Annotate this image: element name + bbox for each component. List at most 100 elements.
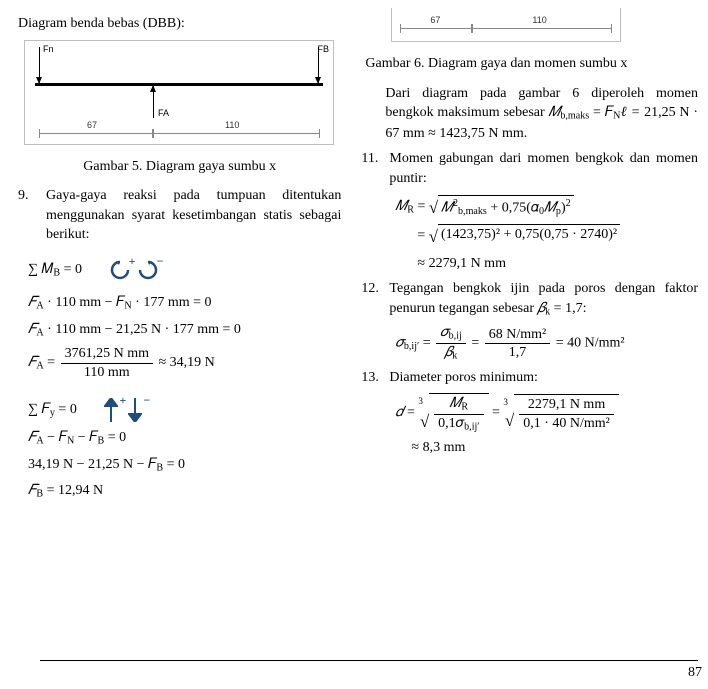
t: · 177 mm = 0 xyxy=(132,295,212,310)
t: 68 N/mm² xyxy=(485,327,550,344)
footer-rule xyxy=(40,660,698,661)
eq-sigma: 𝜎b,ij′ = 𝜎b,ij 𝛽k = 68 N/mm² 1,7 = 40 N/… xyxy=(395,325,698,361)
t: b,ij xyxy=(449,331,462,342)
eq-mr-line3: ≈ 2279,1 N mm xyxy=(417,254,698,274)
dim2-left xyxy=(400,28,472,29)
eq-fy-line1: 𝐹A − 𝐹N − 𝐹B = 0 xyxy=(28,428,341,449)
t: 𝑀 xyxy=(441,200,453,215)
t: = 40 N/mm² xyxy=(552,336,624,351)
t: = 0 xyxy=(163,457,185,472)
eq-fa-line2: 𝐹A · 110 mm − 21,25 N · 177 mm = 0 xyxy=(28,320,341,341)
t: 𝛽 xyxy=(538,301,546,316)
eq-sum-mb: ∑ 𝑀B = 0 + − xyxy=(28,259,341,281)
t: R xyxy=(407,204,414,215)
item-11-num: 11. xyxy=(361,149,383,188)
t: k xyxy=(452,351,457,362)
fa-fraction: 3761,25 N mm 110 mm xyxy=(61,346,153,380)
rotation-arrows: + − xyxy=(109,259,159,281)
fbd-caption: Gambar 5. Diagram gaya sumbu x xyxy=(18,157,341,177)
t: − 𝐹 xyxy=(44,430,67,445)
arrow-down-icon: − xyxy=(128,398,142,422)
item-12-text: Tegangan bengkok ijin pada poros dengan … xyxy=(389,279,698,319)
beam xyxy=(35,83,323,86)
t: A xyxy=(36,436,43,447)
t: 3 xyxy=(418,395,423,408)
t: = 0 xyxy=(55,402,77,417)
t: 0,1 · 40 N/mm² xyxy=(519,415,614,431)
item-13-num: 13. xyxy=(361,368,383,388)
t: 𝑀 xyxy=(395,199,407,214)
force-fa xyxy=(153,86,154,118)
t: A xyxy=(36,300,43,311)
dim2-left-label: 67 xyxy=(430,14,440,27)
eq-diameter-approx: ≈ 8,3 mm xyxy=(411,438,698,458)
t: = 12,94 N xyxy=(43,483,103,498)
eq-mr-line2: = √(1423,75)² + 0,75(0,75 · 2740)² xyxy=(417,224,698,248)
fbd2-diagram: 67 110 xyxy=(391,8,621,42)
t: − 𝐹 xyxy=(74,430,97,445)
t: 1,7 xyxy=(485,344,550,360)
fbd-diagram: Fn FB FA 67 110 xyxy=(24,40,334,145)
item-11-text: Momen gabungan dari momen bengkok dan mo… xyxy=(389,149,698,188)
item-9-num: 9. xyxy=(18,186,40,245)
t: · 110 mm − 21,25 N · 177 mm = 0 xyxy=(44,322,241,337)
eq-diameter: 𝑑 = 3 √ 𝑀R 0,1𝜎b,ij′ = 3 √ 2279,1 N mm xyxy=(395,393,698,432)
t: = 0 xyxy=(104,430,126,445)
eq-fy-line2: 34,19 N − 21,25 N − 𝐹B = 0 xyxy=(28,455,341,476)
t: 0,1𝜎 xyxy=(438,416,464,431)
dim2-right xyxy=(472,28,612,29)
t: 𝑑 xyxy=(395,405,403,420)
item-9-text: Gaya-gaya reaksi pada tumpuan ditentukan… xyxy=(46,186,341,245)
t: b,ij′ xyxy=(404,341,419,352)
dbb-heading: Diagram benda bebas (DBB): xyxy=(18,14,341,34)
t: (1423,75)² + 0,75(0,75 · 2740)² xyxy=(438,224,620,248)
t: ℓ = xyxy=(620,105,640,120)
force-fn xyxy=(39,47,40,83)
t: 3 xyxy=(503,396,508,409)
ud-arrows: + − xyxy=(104,398,142,422)
eq-sum-fy: ∑ 𝐹y = 0 + − xyxy=(28,398,341,422)
item-12: 12. Tegangan bengkok ijin pada poros den… xyxy=(361,279,698,319)
t: 2 xyxy=(566,198,571,209)
moment-paragraph: Dari diagram pada gambar 6 diperoleh mom… xyxy=(385,84,698,144)
t: ≈ 34,19 N xyxy=(158,355,214,370)
item-11: 11. Momen gabungan dari momen bengkok da… xyxy=(361,149,698,188)
item-13-text: Diameter poros minimum: xyxy=(389,368,698,388)
t: 𝑀 xyxy=(544,200,556,215)
sum-mb-sym: ∑ 𝑀 xyxy=(28,262,53,277)
t: b,ij′ xyxy=(464,421,479,432)
rotation-ccw-icon: + xyxy=(109,259,131,281)
t: 34,19 N − 21,25 N − 𝐹 xyxy=(28,457,156,472)
item-9: 9. Gaya-gaya reaksi pada tumpuan ditentu… xyxy=(18,186,341,245)
t: 𝑀 xyxy=(549,105,561,120)
t: ∑ 𝐹 xyxy=(28,402,50,417)
dim2-right-label: 110 xyxy=(532,14,546,27)
eq-fa-line1: 𝐹A · 110 mm − 𝐹N · 177 mm = 0 xyxy=(28,293,341,314)
t: 2279,1 N mm xyxy=(519,397,614,414)
label-fa: FA xyxy=(158,107,169,120)
item-12-num: 12. xyxy=(361,279,383,319)
label-fb: FB xyxy=(317,43,329,56)
t: R xyxy=(461,402,468,413)
page-number: 87 xyxy=(688,663,702,683)
dim-right xyxy=(153,133,320,134)
t: = 1,7: xyxy=(550,301,586,316)
rotation-cw-icon: − xyxy=(137,259,159,281)
t: 110 mm xyxy=(61,364,153,380)
t: 𝑀 xyxy=(450,396,462,411)
dim-left-label: 67 xyxy=(87,119,97,132)
t: 𝜎 xyxy=(395,336,403,351)
item-13: 13. Diameter poros minimum: xyxy=(361,368,698,388)
t: = 𝐹 xyxy=(589,105,613,120)
eq-mr-line1: 𝑀R = √ 𝑀2b,maks + 0,75(𝛼0𝑀p)2 xyxy=(395,195,698,219)
t: A xyxy=(36,361,43,372)
t: b,maks xyxy=(560,111,589,122)
dim-right-label: 110 xyxy=(225,119,239,132)
t: · 110 mm − 𝐹 xyxy=(44,295,125,310)
arrow-up-icon: + xyxy=(104,398,118,422)
t: + 0,75(𝛼 xyxy=(487,200,539,215)
fbd2-caption: Gambar 6. Diagram gaya dan momen sumbu x xyxy=(365,54,698,74)
sum-mb-eq0: = 0 xyxy=(60,262,82,277)
t: 3761,25 N mm xyxy=(61,346,153,363)
eq-fa-value: 𝐹A = 3761,25 N mm 110 mm ≈ 34,19 N xyxy=(28,346,341,380)
